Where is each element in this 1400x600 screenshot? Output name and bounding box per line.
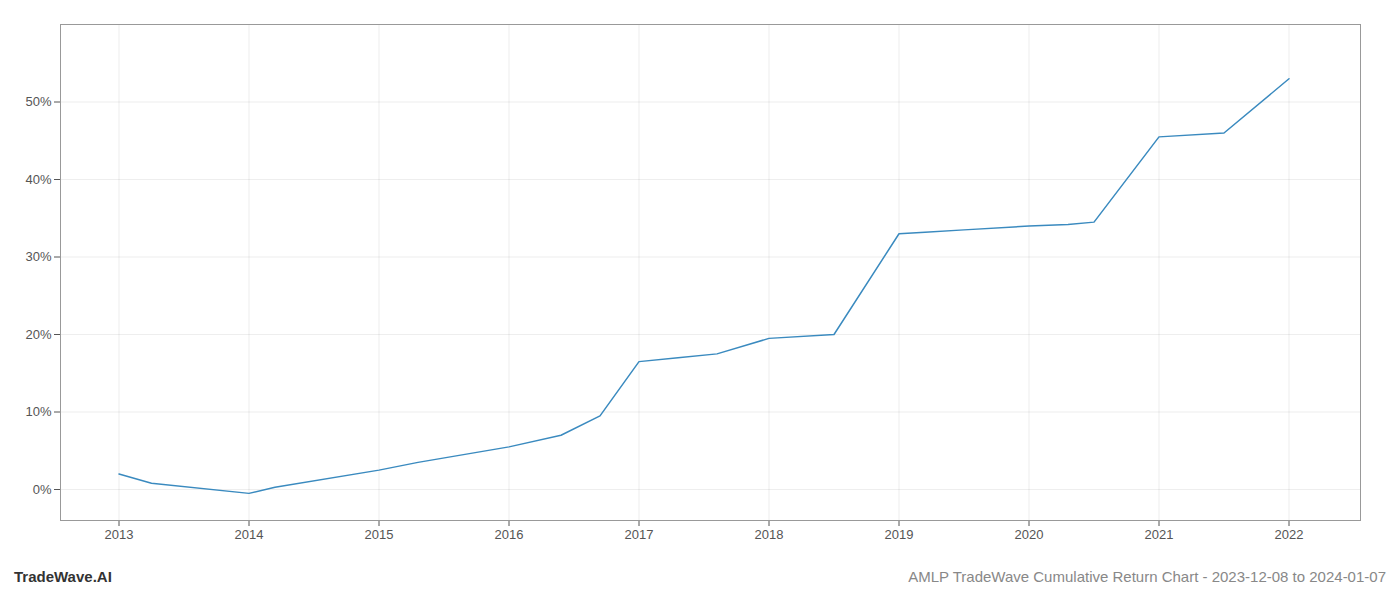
svg-text:2016: 2016 (495, 527, 524, 542)
svg-text:2022: 2022 (1275, 527, 1304, 542)
svg-text:2013: 2013 (105, 527, 134, 542)
svg-text:2015: 2015 (365, 527, 394, 542)
svg-text:50%: 50% (25, 94, 51, 109)
svg-text:10%: 10% (25, 404, 51, 419)
svg-text:40%: 40% (25, 172, 51, 187)
svg-text:2021: 2021 (1145, 527, 1174, 542)
svg-text:2020: 2020 (1015, 527, 1044, 542)
svg-text:20%: 20% (25, 327, 51, 342)
svg-text:2019: 2019 (885, 527, 914, 542)
svg-text:2018: 2018 (755, 527, 784, 542)
html-text:AMLP TradeWave Cumulative Retu: AMLP TradeWave Cumulative Return Chart -… (908, 568, 1386, 585)
html-text:TradeWave.AI: TradeWave.AI (14, 568, 112, 585)
svg-text:30%: 30% (25, 249, 51, 264)
svg-text:2014: 2014 (235, 527, 264, 542)
svg-text:2017: 2017 (625, 527, 654, 542)
svg-text:0%: 0% (33, 482, 52, 497)
